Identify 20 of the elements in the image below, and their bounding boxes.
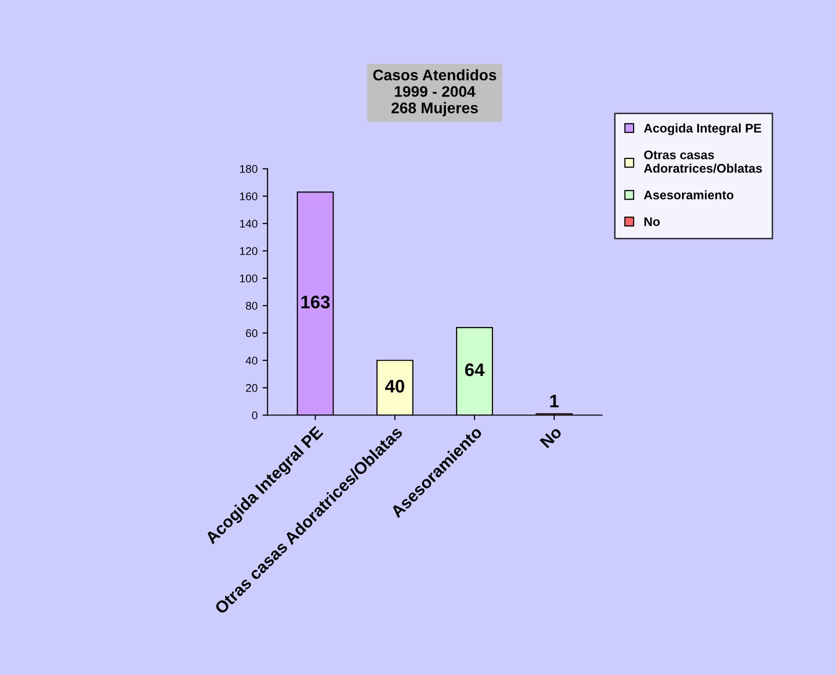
legend-label: No [644, 217, 660, 226]
legend-label: Otras casas Adoratrices/Oblatas [644, 150, 762, 173]
legend-label: Acogida Integral PE [644, 123, 762, 136]
y-tick-label: 60 [246, 329, 258, 338]
data-label: 40 [385, 380, 404, 393]
legend-label: Asesoramiento [644, 190, 734, 200]
y-tick-label: 100 [240, 274, 258, 282]
chart-title: Casos Atendidos 1999 - 2004 268 Mujeres [373, 69, 496, 116]
data-label: 1 [550, 394, 559, 408]
y-tick-label: 40 [246, 356, 258, 365]
x-tick-label: No [540, 426, 562, 448]
y-tick-label: 80 [246, 302, 258, 310]
y-tick-label: 20 [246, 384, 258, 392]
y-tick-label: 160 [240, 192, 258, 200]
y-tick-label: 120 [240, 247, 258, 256]
y-tick-label: 140 [240, 220, 258, 228]
y-tick-label: 180 [240, 165, 258, 173]
data-label: 64 [465, 363, 484, 376]
data-label: 163 [301, 296, 330, 308]
y-tick-label: 0 [252, 411, 258, 420]
